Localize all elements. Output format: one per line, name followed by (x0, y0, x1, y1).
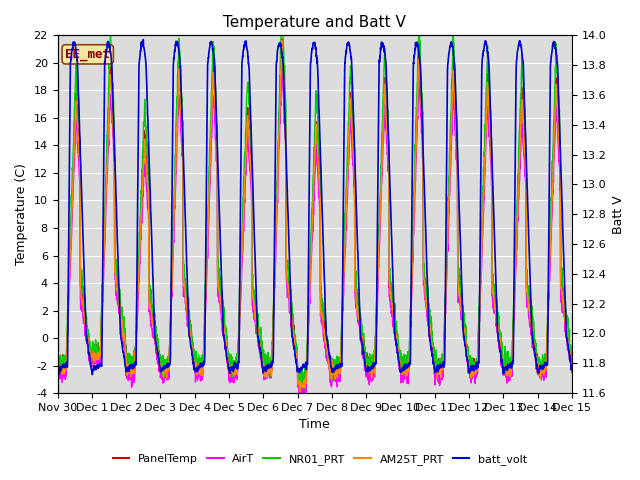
NR01_PRT (341, 211, 349, 216)
Legend: PanelTemp, AirT, NR01_PRT, AM25T_PRT, batt_volt: PanelTemp, AirT, NR01_PRT, AM25T_PRT, ba… (108, 450, 532, 469)
PanelTemp (568, 365, 576, 371)
Line: batt_volt: batt_volt (58, 40, 572, 374)
batt_volt (198, 363, 205, 369)
PanelTemp (54, 363, 61, 369)
NR01_PRT (465, 344, 472, 349)
AirT (523, 304, 531, 310)
AirT (296, 394, 303, 399)
batt_volt (140, 37, 147, 43)
AM25T_PRT (537, 369, 545, 375)
batt_volt (54, 367, 61, 373)
AM25T_PRT (296, 389, 304, 395)
AirT (330, 373, 337, 379)
Y-axis label: Temperature (C): Temperature (C) (15, 163, 28, 265)
NR01_PRT (330, 357, 337, 362)
batt_volt (88, 372, 96, 377)
AM25T_PRT (278, 38, 286, 44)
AM25T_PRT (330, 368, 337, 374)
Line: PanelTemp: PanelTemp (58, 39, 572, 391)
PanelTemp (523, 279, 531, 285)
batt_volt (465, 362, 472, 368)
AirT (465, 370, 472, 376)
batt_volt (568, 367, 576, 372)
AirT (278, 61, 286, 67)
Line: AirT: AirT (58, 64, 572, 396)
AirT (537, 375, 545, 381)
PanelTemp (197, 367, 205, 373)
AM25T_PRT (523, 289, 531, 295)
PanelTemp (330, 361, 337, 367)
NR01_PRT (568, 361, 576, 367)
X-axis label: Time: Time (300, 419, 330, 432)
AM25T_PRT (54, 369, 61, 374)
PanelTemp (278, 36, 286, 42)
NR01_PRT (278, 2, 285, 8)
Y-axis label: Batt V: Batt V (612, 195, 625, 234)
Text: EE_met: EE_met (65, 48, 110, 61)
AirT (54, 369, 61, 374)
Line: NR01_PRT: NR01_PRT (58, 5, 572, 389)
batt_volt (330, 369, 337, 375)
NR01_PRT (54, 352, 61, 358)
PanelTemp (341, 243, 349, 249)
AM25T_PRT (568, 360, 576, 365)
PanelTemp (465, 357, 472, 363)
NR01_PRT (523, 270, 531, 276)
AM25T_PRT (341, 245, 349, 251)
batt_volt (523, 171, 531, 177)
Line: AM25T_PRT: AM25T_PRT (58, 41, 572, 392)
PanelTemp (298, 388, 305, 394)
batt_volt (341, 60, 349, 66)
AM25T_PRT (465, 363, 472, 369)
NR01_PRT (197, 357, 205, 362)
PanelTemp (537, 369, 545, 375)
AirT (341, 252, 349, 258)
Title: Temperature and Batt V: Temperature and Batt V (223, 15, 406, 30)
AM25T_PRT (197, 370, 205, 376)
AirT (197, 372, 205, 377)
AirT (568, 361, 576, 367)
batt_volt (537, 366, 545, 372)
NR01_PRT (537, 363, 545, 369)
NR01_PRT (301, 386, 309, 392)
